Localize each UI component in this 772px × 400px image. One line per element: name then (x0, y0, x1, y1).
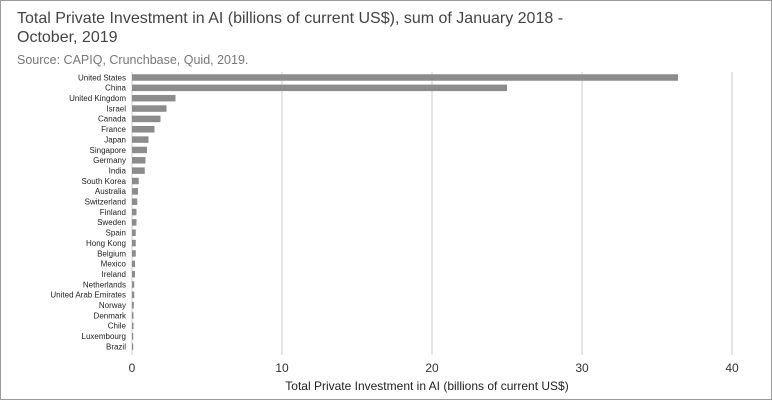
bar (132, 115, 161, 123)
category-label: Singapore (90, 146, 127, 155)
bar (132, 198, 138, 205)
bar (132, 167, 145, 174)
bar (132, 177, 139, 185)
bar (132, 333, 134, 340)
chart-title: Total Private Investment in AI (billions… (17, 10, 564, 46)
category-label: South Korea (82, 177, 127, 186)
x-axis-label: Total Private Investment in AI (billions… (285, 379, 568, 393)
bar (132, 84, 507, 92)
category-label: Luxembourg (82, 332, 126, 341)
category-label: France (101, 125, 126, 134)
category-label: United Arab Emirates (50, 291, 126, 300)
category-label: Australia (95, 187, 127, 196)
bar (132, 260, 135, 268)
bar (132, 270, 135, 278)
bar (132, 146, 147, 154)
bar (132, 188, 138, 195)
bar (132, 157, 146, 164)
bar (132, 74, 678, 81)
category-label: Hong Kong (86, 239, 126, 248)
x-tick-label: 40 (725, 361, 739, 375)
bar (132, 301, 134, 309)
category-label: Japan (104, 135, 126, 144)
category-label: Norway (99, 301, 126, 310)
x-tick-label: 0 (129, 361, 136, 375)
bar (132, 126, 155, 133)
bar (132, 105, 167, 112)
bar (132, 229, 136, 236)
bars (132, 74, 678, 350)
x-tick-label: 10 (275, 361, 289, 375)
category-label: United Kingdom (69, 94, 126, 103)
category-label: Ireland (102, 270, 126, 279)
chart-subtitle: Source: CAPIQ, Crunchbase, Quid, 2019. (17, 53, 249, 67)
bar (132, 136, 149, 143)
bar (132, 312, 134, 319)
category-label: China (105, 84, 126, 93)
x-tick-label: 30 (575, 361, 589, 375)
category-label: Netherlands (83, 280, 126, 289)
category-label: Israel (106, 104, 126, 113)
bar (132, 343, 134, 350)
category-label: Sweden (97, 218, 126, 227)
bar (132, 219, 137, 226)
category-label: Switzerland (85, 198, 126, 207)
bar (132, 322, 134, 330)
category-label: Germany (93, 156, 126, 165)
category-label: Denmark (94, 311, 127, 320)
category-label: Mexico (101, 260, 127, 269)
bar (132, 291, 135, 299)
category-label: Belgium (97, 249, 126, 258)
category-label: India (109, 166, 127, 175)
category-label: Finland (100, 208, 126, 217)
category-label: Spain (106, 229, 126, 238)
category-label: Chile (108, 322, 127, 331)
gridlines (131, 72, 733, 355)
category-label: Canada (98, 115, 127, 124)
bar (132, 281, 135, 288)
bar (132, 239, 136, 247)
x-tick-label: 20 (425, 361, 439, 375)
x-axis-ticks: 0 10 20 30 40 (129, 361, 739, 375)
category-label: United States (78, 73, 126, 82)
bar (132, 94, 176, 102)
category-label: Brazil (106, 342, 126, 351)
bar (132, 208, 137, 216)
bar (132, 250, 136, 257)
